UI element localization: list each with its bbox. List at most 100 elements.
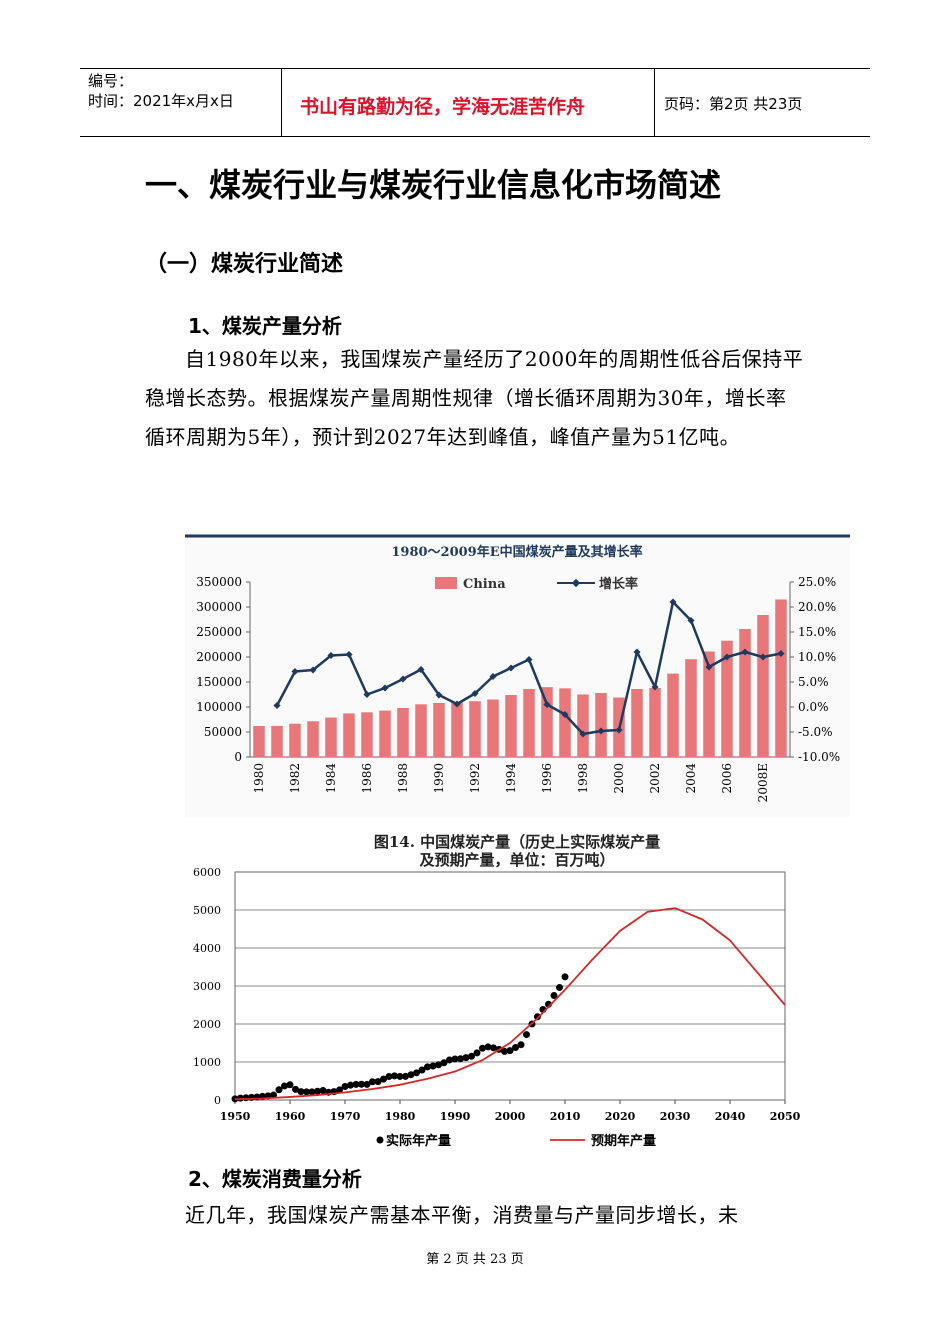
x-tick-label: 2008E <box>756 763 770 802</box>
chart-title: 1980～2009年E中国煤炭产量及其增长率 <box>391 544 642 560</box>
point <box>484 1043 492 1051</box>
marker <box>741 648 749 656</box>
bar <box>343 713 355 757</box>
bar <box>667 673 679 757</box>
bar <box>487 699 499 757</box>
y2-tick-label: 25.0% <box>798 575 836 589</box>
point <box>303 1088 310 1096</box>
doc-title: 一、煤炭行业与煤炭行业信息化市场简述 <box>145 166 722 204</box>
x-tick-label: 2040 <box>715 1110 746 1123</box>
marker <box>363 690 371 699</box>
bar <box>379 710 391 757</box>
legend-label: 实际年产量 <box>386 1133 451 1149</box>
x-tick-label: 1960 <box>275 1110 306 1123</box>
bar <box>577 694 589 757</box>
y-tick-label: 2000 <box>193 1018 221 1031</box>
marker <box>273 701 281 710</box>
x-tick-label: 2002 <box>648 763 662 794</box>
footer: 第 2 页 共 23 页 <box>426 1252 524 1267</box>
point <box>561 973 569 981</box>
point <box>462 1054 470 1062</box>
marker <box>687 616 695 625</box>
bar <box>415 704 427 757</box>
section-heading: （一）煤炭行业简述 <box>145 252 344 277</box>
y-tick-label: 350000 <box>196 575 242 589</box>
point <box>369 1078 376 1086</box>
point <box>286 1081 294 1089</box>
x-tick-label: 2000 <box>612 763 626 794</box>
point <box>363 1080 371 1088</box>
bar <box>559 688 571 757</box>
point <box>396 1072 404 1080</box>
x-tick-label: 1992 <box>468 763 482 794</box>
point <box>413 1069 420 1077</box>
y2-tick-label: 20.0% <box>798 600 836 614</box>
point <box>517 1041 525 1049</box>
marker <box>489 672 497 681</box>
bar <box>631 689 643 757</box>
marker <box>561 710 569 719</box>
x-tick-label: 1998 <box>576 763 590 794</box>
marker <box>615 726 623 734</box>
marker <box>579 730 587 738</box>
x-tick-label: 1950 <box>220 1110 251 1123</box>
point <box>435 1061 442 1069</box>
point <box>440 1059 448 1067</box>
x-tick-label: 2010 <box>550 1110 581 1123</box>
marker <box>471 689 479 698</box>
marker <box>777 649 785 658</box>
legend-label: China <box>463 577 506 592</box>
point <box>347 1081 354 1089</box>
paragraph: 近几年，我国煤炭产需基本平衡，消费量与产量同步增长，未 <box>185 1203 739 1227</box>
y2-tick-label: 5.0% <box>798 675 829 689</box>
point <box>402 1072 409 1080</box>
bar <box>757 615 769 757</box>
y2-tick-label: 10.0% <box>798 650 836 664</box>
point <box>341 1083 349 1091</box>
legend-swatch <box>376 1136 384 1144</box>
bar <box>541 687 553 757</box>
chart: 1980～2009年E中国煤炭产量及其增长率 0 50000 100000 150000… <box>185 532 850 817</box>
bar <box>739 629 751 757</box>
y2-tick-label: 0.0% <box>798 700 829 714</box>
point <box>385 1073 393 1081</box>
marker <box>327 651 335 660</box>
marker <box>723 653 731 661</box>
marker <box>435 691 443 699</box>
point <box>479 1044 486 1052</box>
header-frame <box>80 68 870 137</box>
point <box>308 1088 316 1096</box>
bar <box>721 640 733 757</box>
x-tick-label: 2004 <box>684 763 698 794</box>
bar <box>505 695 517 757</box>
x-tick-label: 1982 <box>288 763 302 794</box>
bar <box>253 726 265 757</box>
point <box>352 1080 360 1088</box>
point <box>556 984 563 992</box>
header-divider <box>654 68 655 136</box>
legend-label: 增长率 <box>599 576 638 592</box>
bar <box>451 702 463 757</box>
header-time: 时间：2021年x月x日 <box>88 92 234 110</box>
y-tick-label: 100000 <box>196 700 242 714</box>
point <box>391 1072 398 1080</box>
point <box>374 1078 382 1086</box>
header-divider <box>281 68 282 136</box>
point <box>270 1091 277 1099</box>
header-motto: 书山有路勤为径，学海无涯苦作舟 <box>300 96 586 118</box>
x-tick-label: 2030 <box>660 1110 691 1123</box>
bar <box>361 712 373 757</box>
bar <box>433 703 445 757</box>
subsection-heading: 2、煤炭消费量分析 <box>188 1167 362 1191</box>
point <box>446 1056 453 1064</box>
marker <box>345 650 353 659</box>
point <box>358 1080 365 1088</box>
y-tick-label: 200000 <box>196 650 242 664</box>
marker <box>669 598 677 606</box>
y-tick-label: 6000 <box>193 866 221 879</box>
bar <box>307 721 319 757</box>
bar <box>649 688 661 757</box>
y-tick-label: 5000 <box>193 904 221 917</box>
